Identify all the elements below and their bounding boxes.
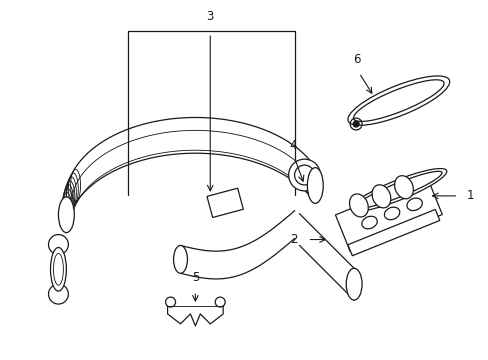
Circle shape (352, 121, 358, 127)
Text: 4: 4 (288, 139, 296, 152)
Text: 1: 1 (466, 189, 473, 202)
Ellipse shape (406, 198, 422, 211)
Ellipse shape (349, 194, 367, 217)
Ellipse shape (347, 76, 449, 125)
Text: 2: 2 (289, 233, 297, 246)
Polygon shape (335, 178, 442, 252)
Text: 6: 6 (353, 53, 360, 66)
Ellipse shape (371, 185, 390, 208)
Polygon shape (347, 210, 439, 256)
Ellipse shape (59, 197, 74, 233)
Ellipse shape (50, 247, 66, 291)
Text: 5: 5 (191, 271, 199, 284)
Ellipse shape (173, 246, 187, 273)
Text: 3: 3 (206, 10, 214, 23)
Ellipse shape (307, 168, 323, 203)
Ellipse shape (361, 216, 376, 229)
Ellipse shape (346, 268, 361, 300)
Polygon shape (206, 188, 243, 217)
Circle shape (224, 195, 231, 201)
Ellipse shape (394, 176, 412, 199)
Circle shape (222, 192, 234, 204)
Circle shape (288, 159, 320, 191)
Ellipse shape (350, 168, 446, 211)
Ellipse shape (384, 207, 399, 220)
